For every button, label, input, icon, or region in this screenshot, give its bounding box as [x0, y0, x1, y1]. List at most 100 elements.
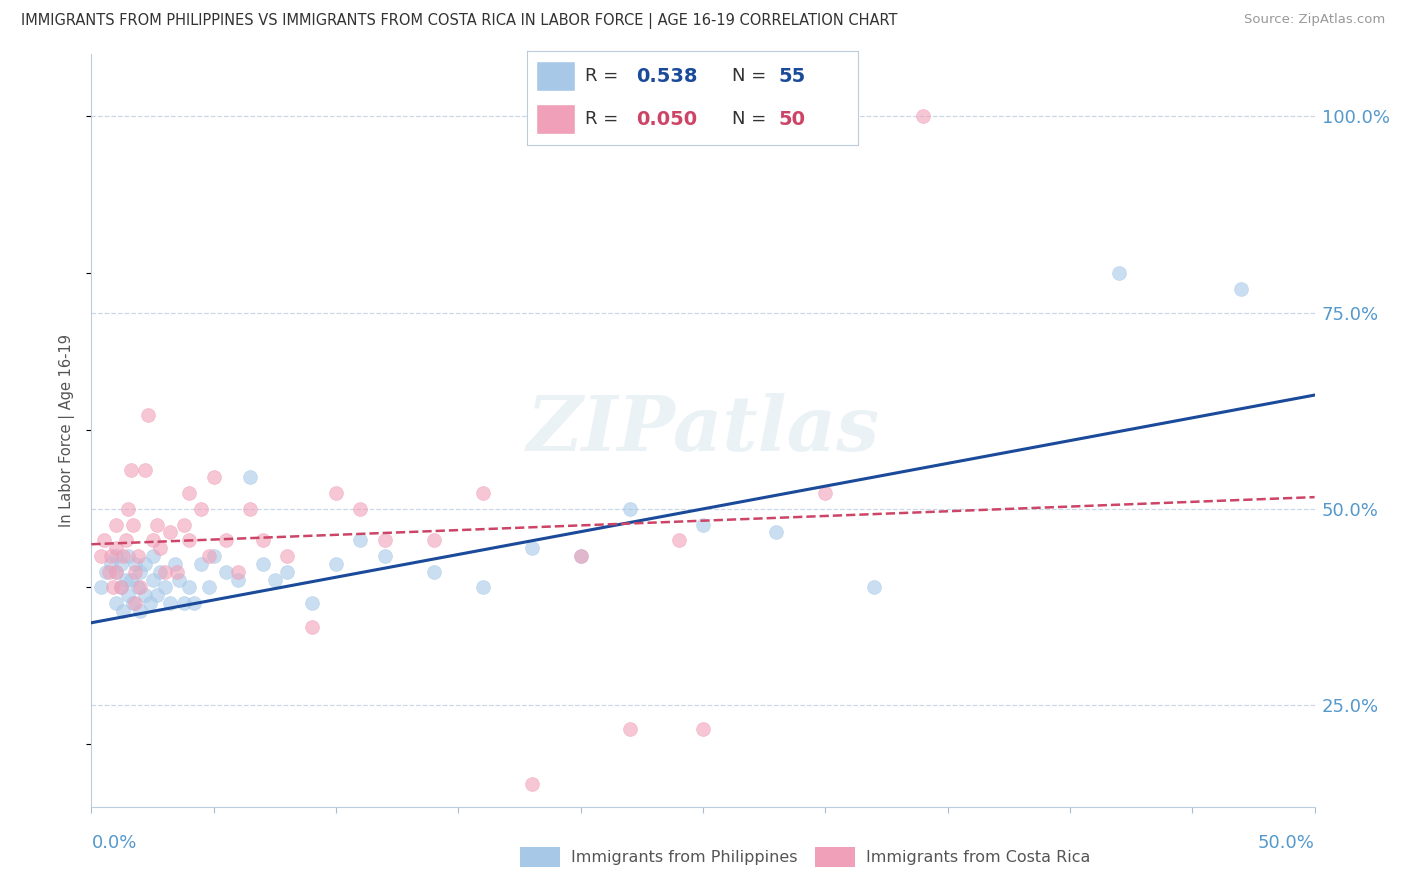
Text: IMMIGRANTS FROM PHILIPPINES VS IMMIGRANTS FROM COSTA RICA IN LABOR FORCE | AGE 1: IMMIGRANTS FROM PHILIPPINES VS IMMIGRANT… [21, 13, 897, 29]
Point [134, 588, 156, 602]
Point [202, 470, 225, 484]
Point [100, 557, 122, 571]
Point [127, 549, 149, 563]
Point [122, 517, 145, 532]
Point [134, 463, 156, 477]
Point [104, 596, 127, 610]
Point [423, 565, 446, 579]
Point [97, 565, 120, 579]
Point [104, 565, 127, 579]
Point [129, 581, 152, 595]
Point [1230, 282, 1253, 296]
Point [252, 557, 274, 571]
Point [90, 581, 112, 595]
Point [325, 557, 347, 571]
Point [104, 517, 127, 532]
Text: Immigrants from Costa Rica: Immigrants from Costa Rica [866, 850, 1091, 864]
Point [141, 573, 163, 587]
Point [104, 541, 127, 556]
Point [863, 581, 886, 595]
Point [198, 549, 221, 563]
Text: R =: R = [585, 111, 624, 128]
Point [129, 565, 152, 579]
Point [114, 573, 136, 587]
Point [110, 581, 132, 595]
Text: 0.050: 0.050 [637, 110, 697, 128]
Point [239, 470, 262, 484]
Point [136, 408, 159, 422]
Point [146, 517, 169, 532]
Point [124, 565, 146, 579]
Point [423, 533, 446, 548]
Text: 0.538: 0.538 [637, 67, 697, 86]
Point [215, 565, 238, 579]
Point [183, 596, 205, 610]
Point [117, 588, 139, 602]
Point [190, 557, 212, 571]
Point [104, 565, 127, 579]
Point [619, 722, 641, 736]
Point [301, 596, 323, 610]
Point [349, 502, 371, 516]
Text: 55: 55 [779, 67, 806, 86]
Point [198, 581, 221, 595]
Point [112, 604, 135, 618]
Point [146, 588, 169, 602]
Point [765, 525, 787, 540]
Text: N =: N = [733, 67, 772, 85]
Point [569, 549, 592, 563]
Point [110, 581, 132, 595]
Point [100, 549, 122, 563]
Text: ZIPatlas: ZIPatlas [526, 393, 880, 467]
Point [215, 533, 238, 548]
Point [141, 533, 163, 548]
Point [112, 549, 135, 563]
Point [520, 777, 543, 791]
Point [179, 486, 201, 500]
Point [226, 565, 249, 579]
Point [153, 581, 176, 595]
Point [239, 502, 262, 516]
Point [103, 581, 125, 595]
Point [912, 109, 935, 123]
Point [104, 549, 127, 563]
Point [276, 565, 298, 579]
Point [179, 533, 201, 548]
Text: 50: 50 [779, 110, 806, 128]
Point [153, 565, 176, 579]
Point [692, 517, 714, 532]
Text: R =: R = [585, 67, 624, 85]
Point [325, 486, 347, 500]
Point [120, 463, 142, 477]
Point [94, 565, 117, 579]
Point [471, 486, 494, 500]
Point [374, 549, 396, 563]
Point [117, 502, 139, 516]
Point [149, 565, 172, 579]
Point [110, 557, 132, 571]
Y-axis label: In Labor Force | Age 16-19: In Labor Force | Age 16-19 [59, 334, 76, 527]
Point [93, 533, 115, 548]
Text: 50.0%: 50.0% [1258, 834, 1315, 852]
Text: N =: N = [733, 111, 772, 128]
Text: Source: ZipAtlas.com: Source: ZipAtlas.com [1244, 13, 1385, 27]
Point [349, 533, 371, 548]
Point [173, 596, 195, 610]
Point [134, 557, 156, 571]
Point [159, 596, 181, 610]
Point [619, 502, 641, 516]
Point [163, 557, 186, 571]
Point [90, 549, 112, 563]
Point [264, 573, 287, 587]
Point [668, 533, 690, 548]
Point [520, 541, 543, 556]
Point [141, 549, 163, 563]
Point [159, 525, 181, 540]
Point [124, 596, 146, 610]
Text: Immigrants from Philippines: Immigrants from Philippines [571, 850, 797, 864]
Point [276, 549, 298, 563]
Point [169, 573, 191, 587]
Point [190, 502, 212, 516]
Text: 0.0%: 0.0% [91, 834, 136, 852]
Point [139, 596, 162, 610]
